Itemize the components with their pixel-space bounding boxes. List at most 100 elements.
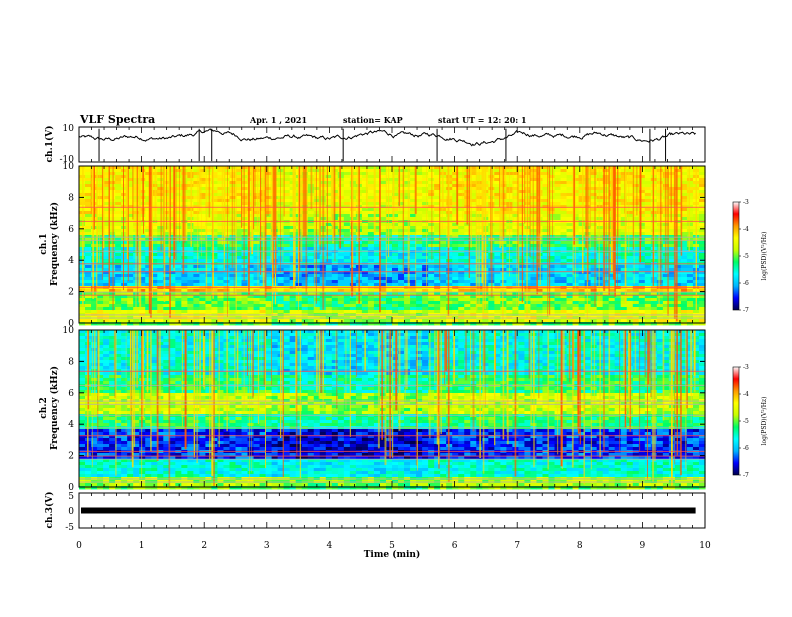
spectrogram-cell [428, 205, 435, 208]
spectrogram-cell [645, 301, 652, 304]
spectrogram-cell [284, 298, 291, 301]
spectrogram-cell [536, 298, 543, 301]
spectrogram-cell [555, 211, 562, 214]
spectrogram-cell [302, 274, 309, 277]
spectrogram-cell [386, 238, 393, 241]
spectrogram-cell [428, 187, 435, 190]
spectrogram-cell [85, 172, 92, 175]
spectrogram-cell [254, 229, 261, 232]
spectrogram-cell [344, 172, 351, 175]
spectrogram-cell [278, 280, 285, 283]
spectrogram-cell [681, 298, 688, 301]
spectrogram-cell [579, 205, 586, 208]
spectrogram-cell [193, 238, 200, 241]
spectrogram-cell [422, 223, 429, 226]
spectrogram-cell [217, 241, 224, 244]
spectrogram-cell [440, 283, 447, 286]
spectrogram-cell [398, 298, 405, 301]
spectrogram-cell [627, 274, 634, 277]
spectrogram-cell [338, 178, 345, 181]
spectrogram-cell [368, 166, 375, 169]
spectrogram-cell [404, 223, 411, 226]
spectrogram-cell [242, 199, 249, 202]
spectrogram-cell [627, 181, 634, 184]
spectrogram-cell [422, 280, 429, 283]
spectrogram-cell [103, 301, 110, 304]
spectrogram-cell [284, 301, 291, 304]
spectrogram-cell [404, 259, 411, 262]
spectrogram-cell [404, 217, 411, 220]
spectrogram-cell [398, 241, 405, 244]
spectrogram-cell [633, 268, 640, 271]
spectrogram-cell [199, 238, 206, 241]
spectrogram-cell [591, 226, 598, 229]
spectrogram-cell [115, 256, 122, 259]
spectrogram-cell [290, 283, 297, 286]
spectrogram-cell [555, 196, 562, 199]
spectrogram-cell [380, 226, 387, 229]
spectrogram-cell [217, 244, 224, 247]
spectrogram-cell [452, 241, 459, 244]
spectrogram-cell [567, 265, 574, 268]
spectrogram-cell [254, 241, 261, 244]
spectrogram-cell [308, 277, 315, 280]
spectrogram-cell [254, 307, 261, 310]
spectrogram-cell [199, 304, 206, 307]
spectrogram-cell [416, 265, 423, 268]
spectrogram-cell [284, 217, 291, 220]
spectrogram-cell [561, 193, 568, 196]
spectrogram-cell [591, 247, 598, 250]
spectrogram-cell [422, 181, 429, 184]
spectrogram-cell [175, 298, 182, 301]
spectrogram-cell [181, 268, 188, 271]
spectrogram-cell [386, 229, 393, 232]
spectrogram-cell [687, 253, 694, 256]
spectrogram-cell [157, 283, 164, 286]
spectrogram-cell [386, 193, 393, 196]
spectrogram-cell [175, 280, 182, 283]
spectrogram-cell [398, 232, 405, 235]
spectrogram-cell [404, 238, 411, 241]
spectrogram-cell [380, 283, 387, 286]
spectrogram-cell [687, 301, 694, 304]
spectrogram-cell [446, 265, 453, 268]
spectrogram-cell [386, 268, 393, 271]
spectrogram-cell [338, 217, 345, 220]
spectrogram-cell [121, 259, 128, 262]
spectrogram-cell [260, 304, 267, 307]
spectrogram-cell [555, 268, 562, 271]
spectrogram-cell [458, 238, 465, 241]
spectrogram-cell [85, 214, 92, 217]
spectrogram-cell [627, 211, 634, 214]
spectrogram-cell [199, 277, 206, 280]
spectrogram-cell [368, 169, 375, 172]
spectrogram-cell [416, 232, 423, 235]
spectrogram-cell [597, 256, 604, 259]
spectrogram-cell [85, 229, 92, 232]
spectrogram-cell [362, 223, 369, 226]
spectrogram-cell [338, 166, 345, 169]
spectrogram-cell [115, 298, 122, 301]
spectrogram-cell [368, 178, 375, 181]
spectrogram-cell [85, 193, 92, 196]
spectrogram-cell [651, 298, 658, 301]
spectrogram-cell [428, 226, 435, 229]
spectrogram-cell [404, 241, 411, 244]
spectrogram-cell [561, 175, 568, 178]
spectrogram-cell [278, 274, 285, 277]
spectrogram-cell [458, 193, 465, 196]
spectrogram-cell [338, 244, 345, 247]
spectrogram-cell [217, 187, 224, 190]
spectrogram-cell [368, 226, 375, 229]
spectrogram-cell [627, 178, 634, 181]
spectrogram-cell [380, 199, 387, 202]
spectrogram-cell [555, 247, 562, 250]
spectrogram-cell [627, 229, 634, 232]
spectrogram-cell [561, 283, 568, 286]
spectrogram-cell [561, 277, 568, 280]
spectrogram-cell [422, 247, 429, 250]
spectrogram-cell [555, 256, 562, 259]
spectrogram-cell [555, 277, 562, 280]
spectrogram-cell [115, 172, 122, 175]
spectrogram-cell [368, 199, 375, 202]
